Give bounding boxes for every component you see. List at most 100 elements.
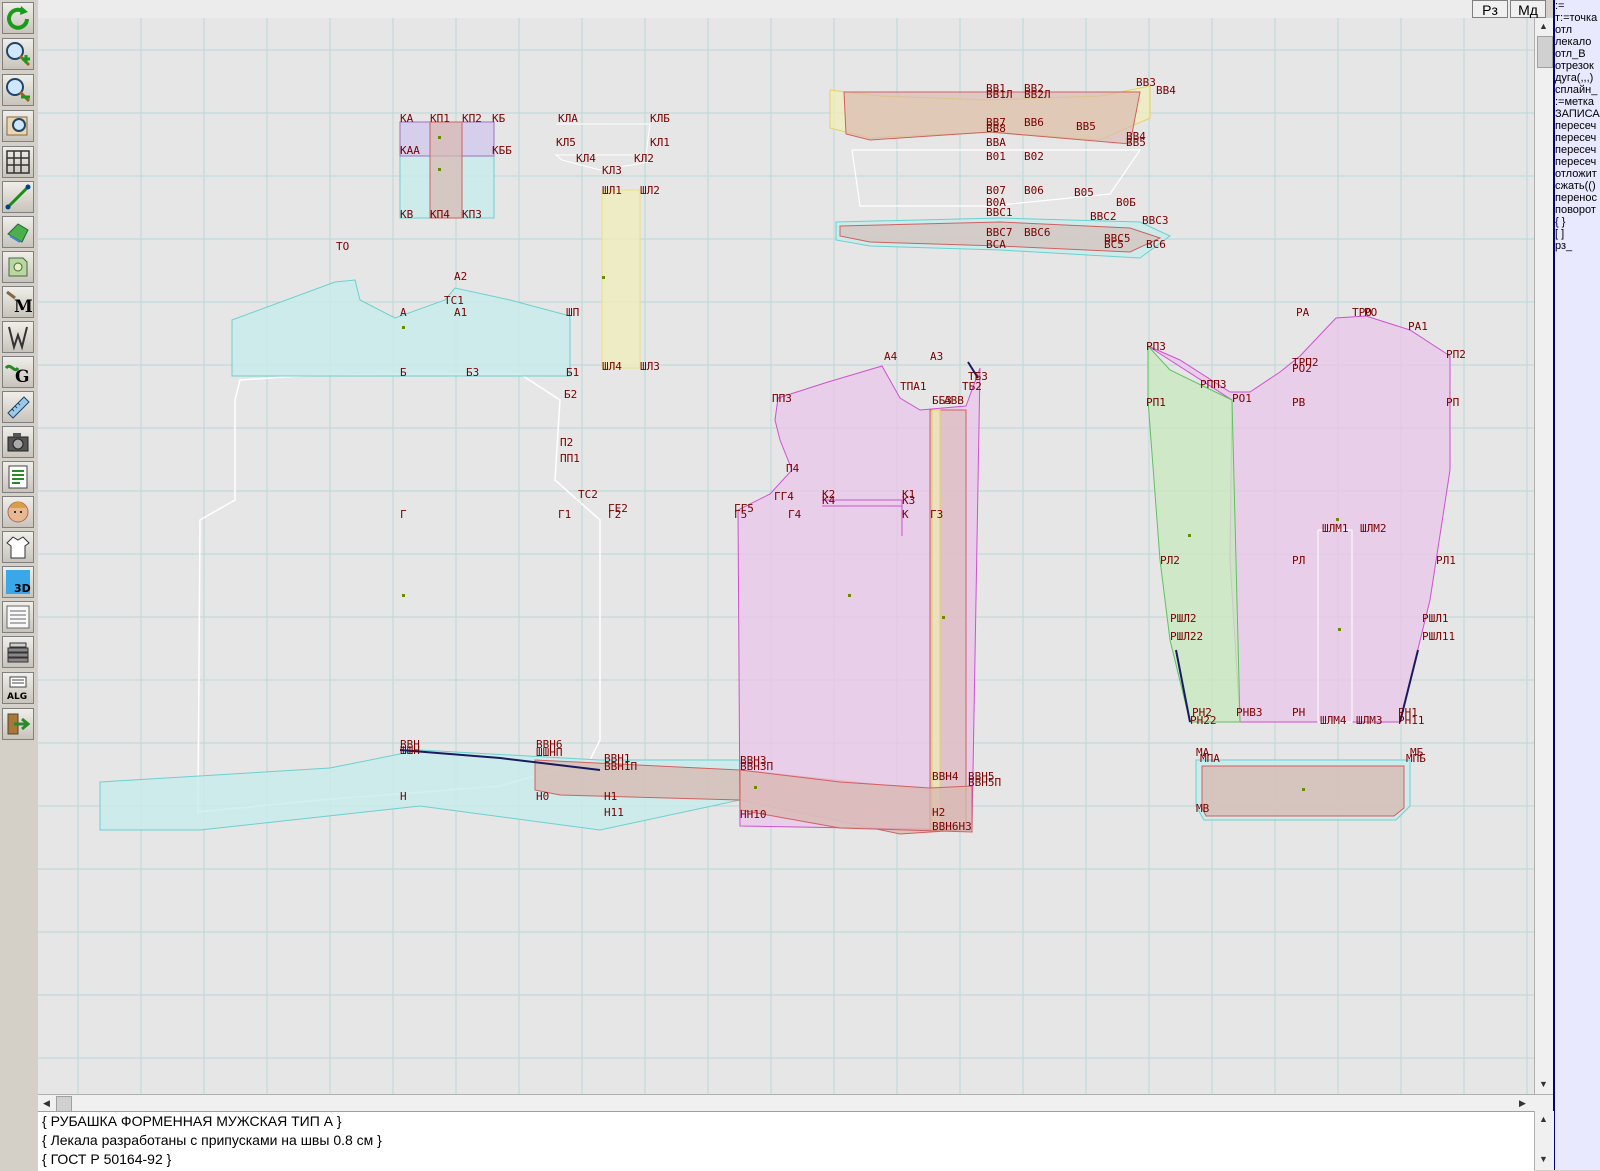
point-label: ВВ7 xyxy=(986,116,1006,129)
point-label: А1 xyxy=(454,306,467,319)
scroll-up-icon[interactable]: ▲ xyxy=(1535,18,1552,35)
vertical-scrollbar[interactable]: ▲ ▼ xyxy=(1534,18,1554,1094)
command-item[interactable]: дуга(,,,) xyxy=(1555,72,1594,84)
front-hem-shape xyxy=(739,769,973,833)
sleeve-dark-line xyxy=(1175,649,1191,723)
scroll-down-icon[interactable]: ▼ xyxy=(1535,1076,1552,1093)
point-label: А2 xyxy=(454,270,467,283)
command-item[interactable]: { } xyxy=(1555,216,1566,228)
layout-g-button[interactable]: G xyxy=(2,356,34,388)
command-item[interactable]: отл xyxy=(1555,24,1573,36)
point-marker xyxy=(754,786,757,789)
point-label: ВВС1 xyxy=(986,206,1013,219)
command-item[interactable]: := xyxy=(1555,0,1565,12)
scroll-thumb-h[interactable] xyxy=(56,1096,72,1112)
command-item[interactable]: пересеч xyxy=(1555,132,1597,144)
line-tool-button[interactable] xyxy=(2,181,34,213)
point-label: РО2 xyxy=(1292,362,1312,375)
point-marker xyxy=(438,168,441,171)
point-label: ВВН6 xyxy=(536,738,563,751)
layout-g-icon: G xyxy=(4,364,30,386)
scroll-thumb[interactable] xyxy=(1537,36,1553,68)
wizard-w-icon xyxy=(8,326,28,351)
command-item[interactable]: отложит xyxy=(1555,168,1597,180)
command-item[interactable]: :=метка xyxy=(1555,96,1595,108)
command-item[interactable]: т:=точка xyxy=(1555,12,1598,24)
wizard-w-button[interactable] xyxy=(2,321,34,353)
command-panel[interactable]: := т:=точка отл лекало отл_В отрезок дуга(,,,)… xyxy=(1553,0,1600,1170)
drawing-canvas[interactable]: КА КП1 КП2 КБ КАА КББ КВ КП4 КП3 КЛА КЛБ КЛ5 КЛ1 КЛ4 К… xyxy=(38,18,1534,1094)
refresh-button[interactable] xyxy=(2,2,34,34)
command-item[interactable]: ЗАПИСА xyxy=(1555,108,1600,120)
command-item[interactable]: сжать(() xyxy=(1555,180,1596,192)
camera-button[interactable] xyxy=(2,426,34,458)
piece-button[interactable] xyxy=(2,251,34,283)
point-label: К1 xyxy=(902,488,915,501)
measure-m-button[interactable]: M xyxy=(2,286,34,318)
point-label: К4 xyxy=(822,494,836,507)
command-item[interactable]: пересеч xyxy=(1555,120,1597,132)
command-item[interactable]: пересеч xyxy=(1555,156,1597,168)
zoom-fit-icon xyxy=(6,116,28,136)
point-label: РН1 xyxy=(1398,706,1418,719)
toolbar: M G 3D ALG xyxy=(0,0,39,760)
svg-text:G: G xyxy=(15,367,30,386)
rz-button[interactable]: Рз xyxy=(1472,0,1508,18)
point-label: ВВ3 xyxy=(1136,76,1156,89)
point-label: РНВ3 xyxy=(1236,706,1263,719)
point-label: Н11 xyxy=(604,806,624,819)
scroll-right-icon[interactable]: ▶ xyxy=(1514,1095,1531,1112)
notes-scroll-down-icon[interactable]: ▼ xyxy=(1535,1151,1552,1168)
command-item[interactable]: отл_В xyxy=(1555,48,1586,60)
stack-button[interactable] xyxy=(2,636,34,668)
point-label: ТБ2 xyxy=(962,380,982,393)
point-label: ПП1 xyxy=(560,452,580,465)
point-label: ВВН6Н3 xyxy=(932,820,972,833)
point-label: АВВ xyxy=(944,394,964,407)
point-label: ТО xyxy=(336,240,349,253)
command-item[interactable]: лекало xyxy=(1555,36,1592,48)
scroll-left-icon[interactable]: ◀ xyxy=(38,1095,55,1112)
algorithm-button[interactable]: ALG xyxy=(2,672,34,704)
point-label: ШЛМ4 xyxy=(1320,714,1347,727)
notes-scrollbar[interactable]: ▲ ▼ xyxy=(1534,1111,1554,1170)
notes-panel[interactable]: { РУБАШКА ФОРМЕННАЯ МУЖСКАЯ ТИП А } { Лек… xyxy=(38,1111,1534,1171)
grid-button[interactable] xyxy=(2,146,34,178)
command-item[interactable]: [ ] xyxy=(1555,228,1565,240)
model-face-icon xyxy=(7,501,29,523)
zoom-fit-button[interactable] xyxy=(2,110,34,142)
command-item[interactable]: рз_ xyxy=(1555,240,1573,252)
point-marker xyxy=(402,594,405,597)
point-label: РН2 xyxy=(1192,706,1212,719)
command-item[interactable]: сплайн_ xyxy=(1555,84,1598,96)
notes-scroll-up-icon[interactable]: ▲ xyxy=(1535,1111,1552,1128)
md-button[interactable]: Мд xyxy=(1510,0,1546,18)
note-line: { РУБАШКА ФОРМЕННАЯ МУЖСКАЯ ТИП А } xyxy=(42,1113,342,1129)
point-label: Г2 xyxy=(608,508,621,521)
garment-icon xyxy=(6,536,30,559)
command-item[interactable]: перенос xyxy=(1555,192,1598,204)
command-item[interactable]: поворот xyxy=(1555,204,1596,216)
command-item[interactable]: отрезок xyxy=(1555,60,1594,72)
view-3d-button[interactable]: 3D xyxy=(2,566,34,598)
svg-text:ALG: ALG xyxy=(7,692,27,702)
model-face-button[interactable] xyxy=(2,496,34,528)
point-label: РШЛ1 xyxy=(1422,612,1449,625)
zoom-out-button[interactable] xyxy=(2,74,34,106)
point-label: ВВН1 xyxy=(604,752,631,765)
point-label: ББ3 xyxy=(932,394,952,407)
point-marker xyxy=(402,326,405,329)
report-button[interactable] xyxy=(2,461,34,493)
point-marker xyxy=(848,594,851,597)
point-label: КБ xyxy=(492,112,506,125)
exit-button[interactable] xyxy=(2,708,34,740)
horizontal-scrollbar[interactable]: ◀ ▶ xyxy=(38,1094,1553,1112)
garment-button[interactable] xyxy=(2,531,34,563)
point-label: ШП xyxy=(566,306,579,319)
list-button[interactable] xyxy=(2,601,34,633)
command-item[interactable]: пересеч xyxy=(1555,144,1597,156)
pattern-button[interactable] xyxy=(2,216,34,248)
ruler-button[interactable] xyxy=(2,391,34,423)
zoom-in-button[interactable] xyxy=(2,38,34,70)
